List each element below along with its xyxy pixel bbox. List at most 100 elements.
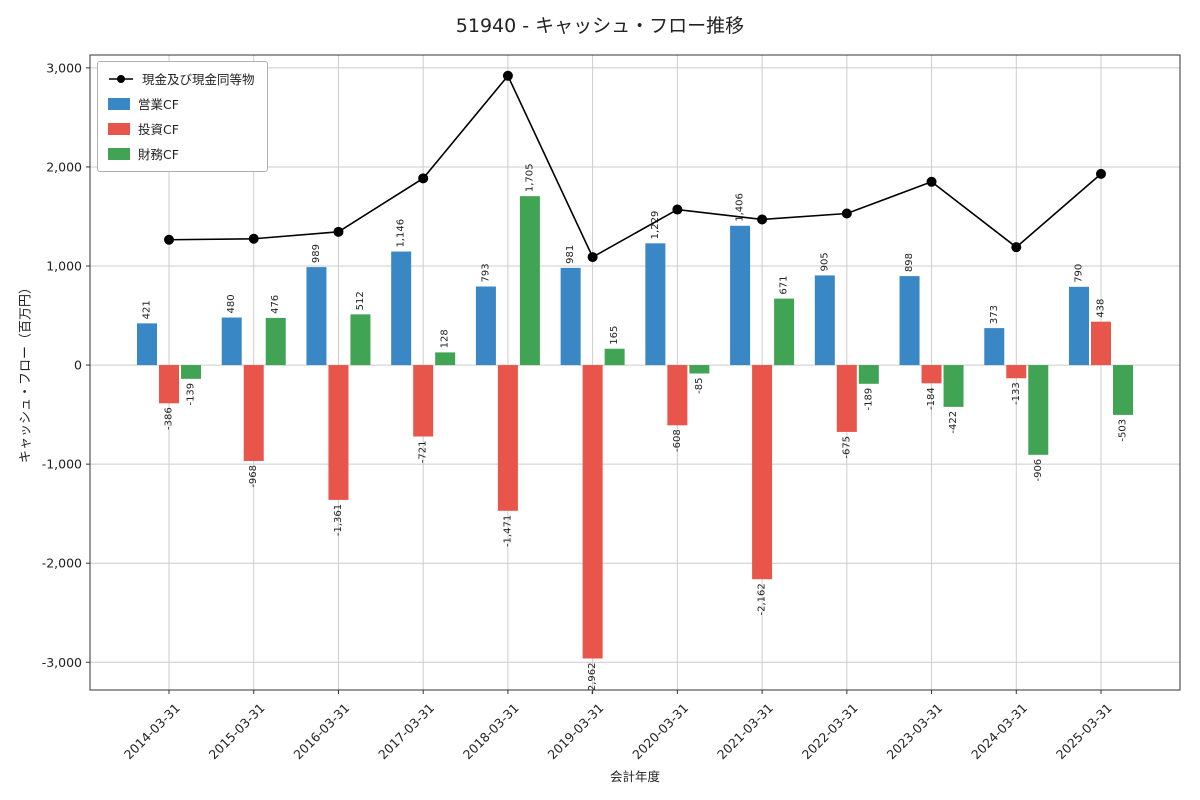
y-tick-label: -3,000 <box>42 655 82 670</box>
bar-value-label: 512 <box>355 291 366 310</box>
bar-value-label: -1,471 <box>502 515 513 547</box>
bar-value-label: -721 <box>418 440 429 463</box>
bar-value-label: -608 <box>672 429 683 452</box>
cash-equivalents-point <box>757 214 768 225</box>
bar-投資CF-2025-03-31 <box>1091 321 1111 366</box>
bar-財務CF-2023-03-31 <box>943 365 964 407</box>
bar-value-label: 373 <box>989 305 1000 324</box>
x-tick-label: 2024-03-31 <box>968 700 1030 762</box>
bar-投資CF-2014-03-31 <box>159 365 179 404</box>
bar-財務CF-2024-03-31 <box>1028 365 1049 455</box>
investing-cf-swatch-icon <box>108 122 130 135</box>
cash-equivalents-point <box>587 252 598 263</box>
x-tick-label: 2023-03-31 <box>883 700 945 762</box>
y-tick-label: 0 <box>74 358 82 373</box>
cash-equivalents-point <box>926 176 937 187</box>
x-tick-label: 2022-03-31 <box>799 700 861 762</box>
bar-value-label: -133 <box>1011 382 1022 405</box>
bar-営業CF-2019-03-31 <box>560 267 581 366</box>
bar-投資CF-2018-03-31 <box>497 365 518 511</box>
bar-営業CF-2020-03-31 <box>645 243 666 366</box>
bar-営業CF-2021-03-31 <box>730 225 751 366</box>
bar-投資CF-2016-03-31 <box>328 365 349 500</box>
bar-value-label: 671 <box>779 276 790 295</box>
bar-財務CF-2016-03-31 <box>350 314 371 366</box>
bar-財務CF-2021-03-31 <box>774 298 795 366</box>
cash-equivalents-line <box>168 74 1102 259</box>
bar-投資CF-2015-03-31 <box>243 365 264 461</box>
bar-value-label: -968 <box>248 465 259 488</box>
x-tick-label: 2016-03-31 <box>290 700 352 762</box>
operating-cf-swatch-icon <box>108 97 130 110</box>
bar-value-label: -675 <box>841 436 852 459</box>
bar-value-label: 1,146 <box>396 219 407 248</box>
bar-value-label: -503 <box>1118 419 1129 442</box>
x-tick-label: 2014-03-31 <box>121 700 183 762</box>
bar-value-label: -422 <box>948 411 959 434</box>
financing-cf-swatch-icon <box>108 147 130 160</box>
bar-営業CF-2014-03-31 <box>137 323 157 366</box>
bar-投資CF-2022-03-31 <box>836 365 857 432</box>
y-tick-label: 2,000 <box>46 159 82 174</box>
cash-equivalents-point <box>672 204 683 215</box>
bar-財務CF-2014-03-31 <box>181 365 201 379</box>
bar-value-label: 476 <box>270 295 281 314</box>
bar-財務CF-2019-03-31 <box>604 348 625 366</box>
x-tick-label: 2021-03-31 <box>714 700 776 762</box>
bar-財務CF-2018-03-31 <box>519 196 540 366</box>
bar-value-label: 1,229 <box>650 211 661 240</box>
y-axis-label: キャッシュ・フロー（百万円） <box>18 280 34 464</box>
cash-equivalents-point <box>1096 168 1106 179</box>
legend-label-cash-equivalents: 現金及び現金同等物 <box>142 72 255 87</box>
legend-item-investing-cf: 投資CF <box>108 119 255 138</box>
bar-value-label: 438 <box>1096 299 1107 318</box>
bar-value-label: -906 <box>1033 459 1044 482</box>
bar-value-label: 989 <box>311 244 322 263</box>
chart-title: 51940 - キャッシュ・フロー推移 <box>455 15 745 37</box>
bar-投資CF-2021-03-31 <box>752 365 773 580</box>
x-tick-label: 2015-03-31 <box>206 700 268 762</box>
bar-投資CF-2020-03-31 <box>667 365 688 426</box>
bar-value-label: -2,962 <box>587 662 598 694</box>
bar-value-label: 790 <box>1074 264 1085 283</box>
bar-value-label: -85 <box>694 377 705 393</box>
bar-value-label: 981 <box>565 245 576 264</box>
bar-投資CF-2023-03-31 <box>921 365 942 384</box>
bar-財務CF-2025-03-31 <box>1113 365 1133 415</box>
cash-equivalents-point <box>841 208 852 219</box>
bar-財務CF-2017-03-31 <box>435 352 456 366</box>
bar-value-label: 1,406 <box>735 193 746 222</box>
y-tick-label: 1,000 <box>46 259 82 274</box>
cash-equivalents-point <box>502 70 513 81</box>
bar-value-label: 905 <box>819 252 830 271</box>
bar-value-label: 793 <box>480 263 491 282</box>
x-tick-label: 2025-03-31 <box>1053 700 1115 762</box>
cash-equivalents-point <box>248 233 259 244</box>
bar-投資CF-2019-03-31 <box>582 365 603 659</box>
legend-item-financing-cf: 財務CF <box>108 144 255 163</box>
x-tick-label: 2019-03-31 <box>545 700 607 762</box>
legend: 現金及び現金同等物 営業CF 投資CF 財務CF <box>97 61 268 172</box>
bar-財務CF-2020-03-31 <box>689 365 710 374</box>
legend-item-cash-line: 現金及び現金同等物 <box>108 69 255 88</box>
bar-value-label: 898 <box>904 253 915 272</box>
cash-equivalents-point <box>164 234 174 245</box>
bar-value-label: -386 <box>164 407 175 430</box>
bar-value-label: 421 <box>142 300 153 319</box>
bar-営業CF-2023-03-31 <box>899 276 920 366</box>
legend-label-investing-cf: 投資CF <box>138 122 179 137</box>
bar-営業CF-2025-03-31 <box>1069 286 1089 366</box>
plot-border <box>89 54 1181 691</box>
y-tick-label: -1,000 <box>42 457 82 472</box>
bar-営業CF-2018-03-31 <box>475 286 496 366</box>
cash-equivalents-point <box>418 173 429 184</box>
y-tick-label: 3,000 <box>46 60 82 75</box>
bar-営業CF-2017-03-31 <box>391 251 412 366</box>
bar-value-label: 165 <box>609 326 620 345</box>
bar-value-label: -189 <box>863 388 874 411</box>
legend-label-financing-cf: 財務CF <box>138 147 179 162</box>
x-axis-label: 会計年度 <box>609 769 660 784</box>
x-tick-label: 2017-03-31 <box>375 700 437 762</box>
